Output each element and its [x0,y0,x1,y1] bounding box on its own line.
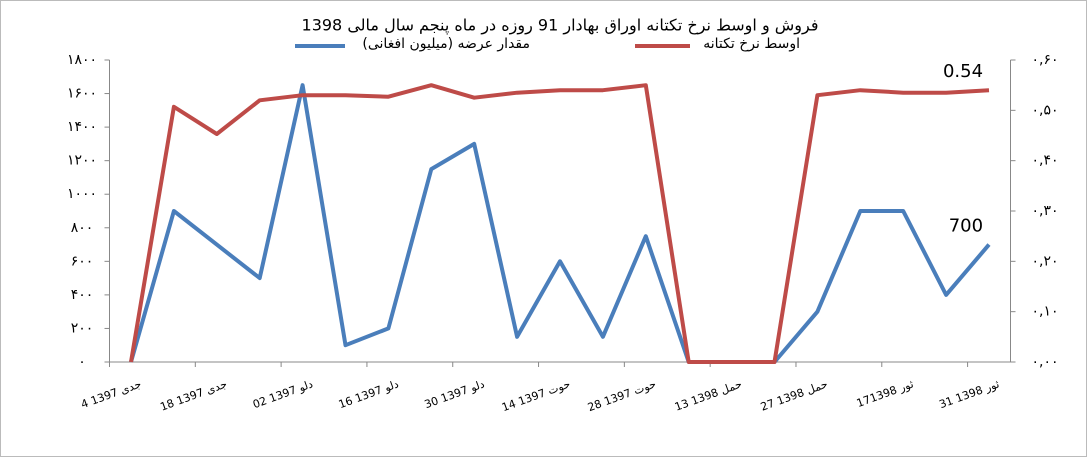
legend-label: اوسط نرخ تکتانه [703,36,800,52]
data-label: 700 [949,216,983,237]
y-tick-label: ۴۰۰ [71,287,94,303]
y-tick-label: ۲۰۰ [71,320,94,336]
y2-tick-label: ۰,۳۰ [1031,203,1058,219]
y2-tick-label: ۰,۲۰ [1031,253,1058,269]
y-tick-label: ۱۲۰۰ [67,153,97,169]
y-tick-label: ۱۴۰۰ [67,119,97,135]
y2-tick-label: ۰,۵۰ [1031,102,1058,118]
y-tick-label: ۱۶۰۰ [67,86,97,102]
y-tick-label: ۱۰۰۰ [67,186,97,202]
y2-tick-label: ۰,۴۰ [1031,153,1058,169]
chart-title: فروش و اوسط نرخ تکتانه اوراق بهادار 91 ر… [302,16,819,36]
y-tick-label: ۰ [78,354,86,370]
y2-tick-label: ۰,۰۰ [1031,354,1058,370]
series-line [129,83,991,364]
y2-tick-label: ۰,۶۰ [1031,52,1058,68]
legend-label: مقدار عرضه (میلیون افغانی) [362,36,530,52]
y2-tick-label: ۰,۱۰ [1031,304,1058,320]
y-tick-label: ۱۸۰۰ [67,52,97,68]
data-label: 0.54 [943,61,983,82]
y-tick-label: ۶۰۰ [71,253,94,269]
y-tick-label: ۸۰۰ [71,220,94,236]
series-line [129,83,990,364]
